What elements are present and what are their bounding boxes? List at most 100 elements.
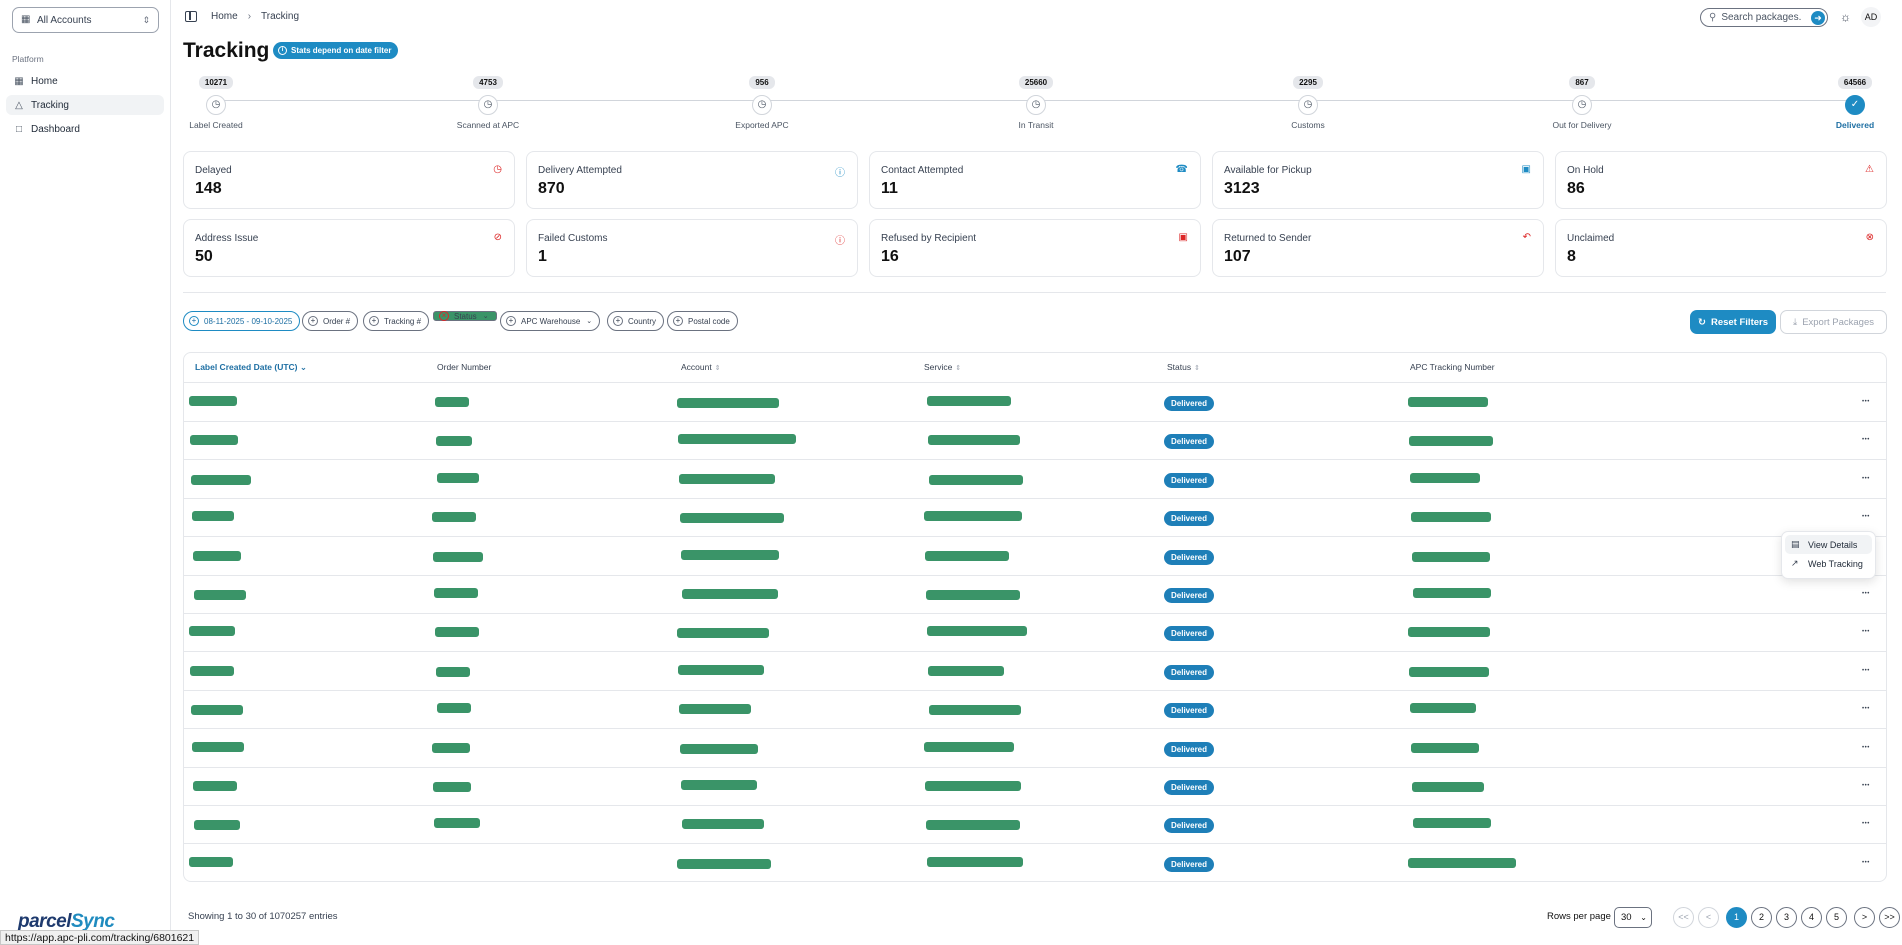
card-unclaimed[interactable]: Unclaimed 8 ⊗: [1555, 219, 1887, 277]
more-actions-icon[interactable]: •••: [1862, 744, 1870, 751]
col-apc-tracking-number[interactable]: APC Tracking Number: [1410, 362, 1495, 372]
step-scanned-at-apc[interactable]: 4753 ◷ Scanned at APC: [428, 72, 548, 130]
menu-item-view-details[interactable]: ▤ View Details: [1785, 535, 1872, 554]
prev-page-button[interactable]: <: [1698, 907, 1719, 928]
table-row[interactable]: Delivered•••: [184, 730, 1886, 768]
card-address-issue[interactable]: Address Issue 50 ⊘: [183, 219, 515, 277]
theme-toggle-sun-icon[interactable]: ☼: [1840, 10, 1851, 24]
table-row[interactable]: Delivered•••: [184, 691, 1886, 730]
card-available-for-pickup[interactable]: Available for Pickup 3123 ▣: [1212, 151, 1544, 209]
order-filter[interactable]: + Order #: [302, 311, 359, 331]
more-actions-icon[interactable]: •••: [1862, 706, 1870, 713]
page-button-1[interactable]: 1: [1726, 907, 1747, 928]
sidebar-item-dashboard[interactable]: □ Dashboard: [6, 119, 164, 139]
card-delayed[interactable]: Delayed 148 ◷: [183, 151, 515, 209]
sidebar-item-home[interactable]: ▦ Home: [6, 71, 164, 91]
sidebar-item-tracking[interactable]: △ Tracking: [6, 95, 164, 115]
more-actions-icon[interactable]: •••: [1862, 514, 1870, 521]
country-filter[interactable]: + Country: [607, 311, 665, 331]
step-label: Out for Delivery: [1552, 120, 1612, 130]
step-delivered[interactable]: 64566 ✓ Delivered: [1795, 72, 1902, 130]
table-row[interactable]: Delivered•••: [184, 538, 1886, 576]
col-account[interactable]: Account ⇕: [681, 362, 721, 372]
warning-icon: ⚠: [1865, 164, 1874, 175]
date-range-filter[interactable]: +08-11-2025 - 09-10-2025: [183, 311, 301, 331]
more-actions-icon[interactable]: •••: [1862, 667, 1870, 674]
first-page-button[interactable]: <<: [1673, 907, 1694, 928]
step-count: 10271: [198, 76, 234, 89]
card-failed-customs[interactable]: Failed Customs 1 ⓘ: [526, 219, 858, 277]
last-page-button[interactable]: >>: [1879, 907, 1900, 928]
table-row[interactable]: Delivered•••: [184, 384, 1886, 422]
redacted-cell: [192, 741, 244, 752]
more-actions-icon[interactable]: •••: [1862, 399, 1870, 405]
step-count: 2295: [1293, 76, 1323, 89]
table-row[interactable]: Delivered•••: [184, 461, 1886, 499]
table-row[interactable]: Delivered•••: [184, 422, 1886, 461]
step-label-created[interactable]: 10271 ◷ Label Created: [156, 72, 276, 130]
status-filter[interactable]: × Status ⌄: [433, 311, 497, 321]
redacted-cell: [191, 705, 243, 716]
step-out-for-delivery[interactable]: 867 ◷ Out for Delivery: [1522, 72, 1642, 130]
step-in-transit[interactable]: 25660 ◷ In Transit: [976, 72, 1096, 130]
search-submit-button[interactable]: ➜: [1811, 11, 1825, 25]
file-text-icon: ▤: [1791, 539, 1800, 549]
page-button-2[interactable]: 2: [1751, 907, 1772, 928]
more-actions-icon[interactable]: •••: [1862, 437, 1870, 444]
more-actions-icon[interactable]: •••: [1862, 783, 1870, 789]
col-status[interactable]: Status ⇕: [1167, 362, 1200, 372]
redacted-cell: [678, 664, 764, 675]
more-actions-icon[interactable]: •••: [1862, 475, 1870, 482]
table-row[interactable]: Delivered•••: [184, 806, 1886, 845]
table-row[interactable]: Delivered•••: [184, 614, 1886, 653]
step-customs[interactable]: 2295 ◷ Customs: [1248, 72, 1368, 130]
avatar[interactable]: AD: [1861, 7, 1881, 27]
card-contact-attempted[interactable]: Contact Attempted 11 ☎: [869, 151, 1201, 209]
rows-per-page-select[interactable]: 30 ⌄: [1614, 907, 1652, 928]
col-service[interactable]: Service ⇕: [924, 362, 961, 372]
table-row[interactable]: Delivered•••: [184, 653, 1886, 691]
card-returned-to-sender[interactable]: Returned to Sender 107 ↶: [1212, 219, 1544, 277]
redacted-cell: [1411, 742, 1479, 753]
account-selector[interactable]: ▦ All Accounts ⇕: [12, 7, 159, 33]
card-delivery-attempted[interactable]: Delivery Attempted 870 ⓘ: [526, 151, 858, 209]
tracking-filter[interactable]: + Tracking #: [363, 311, 430, 331]
page-button-3[interactable]: 3: [1776, 907, 1797, 928]
more-actions-icon[interactable]: •••: [1862, 629, 1870, 636]
redacted-cell: [1412, 782, 1484, 792]
postal-code-filter[interactable]: + Postal code: [667, 311, 738, 331]
sidebar-toggle-icon[interactable]: [185, 11, 197, 22]
col-label-created-date[interactable]: Label Created Date (UTC) ⌄: [195, 362, 307, 373]
more-actions-icon[interactable]: •••: [1862, 591, 1870, 597]
file-icon: □: [15, 123, 23, 135]
warehouse-filter[interactable]: + APC Warehouse ⌄: [500, 311, 601, 331]
step-count: 64566: [1837, 76, 1873, 89]
info-icon: i: [278, 46, 287, 55]
search-input[interactable]: [1721, 12, 1802, 23]
table-row[interactable]: Delivered•••: [184, 499, 1886, 538]
reset-filters-label: Reset Filters: [1710, 316, 1768, 328]
table-row[interactable]: Delivered•••: [184, 576, 1886, 614]
redacted-cell: [190, 435, 238, 446]
next-page-button[interactable]: >: [1854, 907, 1875, 928]
table-row[interactable]: Delivered•••: [184, 845, 1886, 881]
browser-status-url: https://app.apc-pli.com/tracking/6801621: [0, 930, 200, 945]
reset-filters-button[interactable]: ↻ Reset Filters: [1690, 310, 1776, 334]
clock-icon: ◷: [478, 95, 498, 115]
more-actions-icon[interactable]: •••: [1862, 859, 1870, 866]
card-refused-by-recipient[interactable]: Refused by Recipient 16 ▣: [869, 219, 1201, 277]
table-row[interactable]: Delivered•••: [184, 768, 1886, 806]
breadcrumb-home[interactable]: Home: [211, 11, 238, 22]
more-actions-icon[interactable]: •••: [1862, 821, 1870, 828]
card-on-hold[interactable]: On Hold 86 ⚠: [1555, 151, 1887, 209]
card-value: 3123: [1224, 180, 1260, 197]
menu-item-web-tracking[interactable]: ↗ Web Tracking: [1785, 554, 1872, 573]
page-button-4[interactable]: 4: [1801, 907, 1822, 928]
redacted-cell: [432, 742, 470, 753]
redacted-cell: [926, 590, 1020, 600]
export-packages-button[interactable]: ⤓ Export Packages: [1780, 310, 1887, 334]
page-button-5[interactable]: 5: [1826, 907, 1847, 928]
card-value: 16: [881, 248, 899, 265]
col-order-number[interactable]: Order Number: [437, 362, 491, 372]
step-exported-apc[interactable]: 956 ◷ Exported APC: [702, 72, 822, 130]
